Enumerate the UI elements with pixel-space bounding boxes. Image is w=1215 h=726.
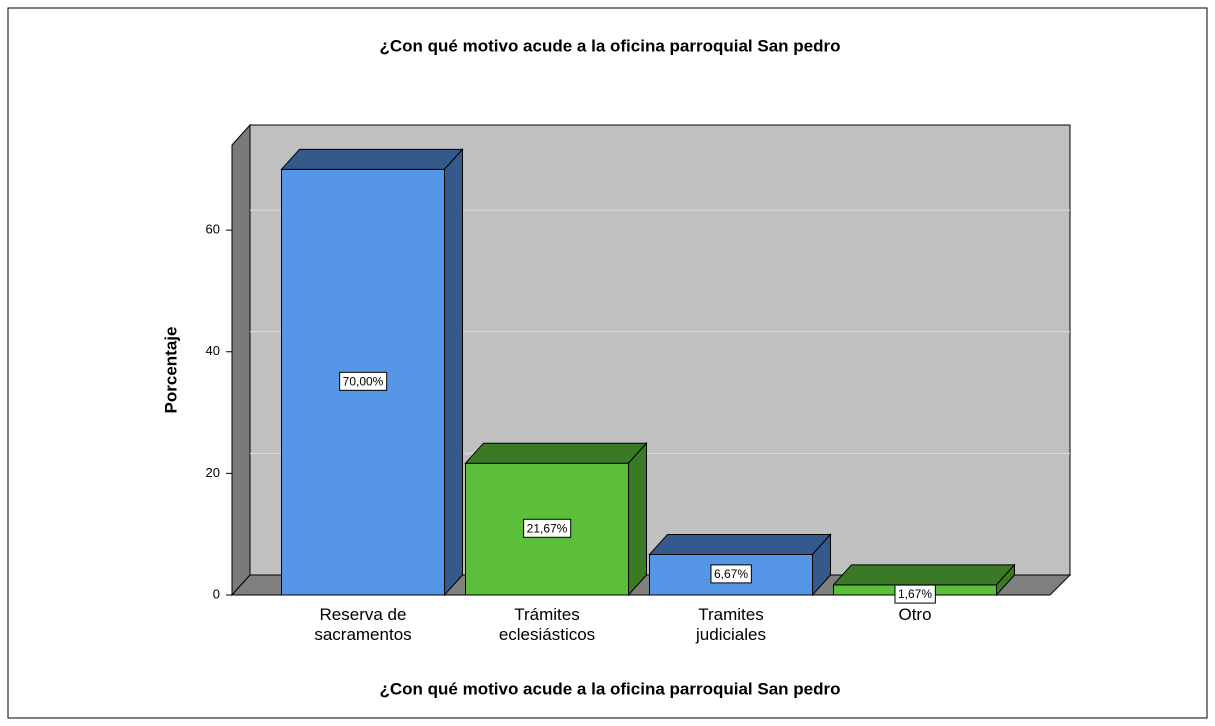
x-tick-label: Otro — [898, 605, 931, 624]
y-tick-label: 0 — [213, 586, 220, 601]
label-box — [523, 518, 572, 538]
bar-side — [444, 148, 463, 597]
x-tick-label-line: Trámites — [514, 605, 580, 624]
y-axis-title: Porcentaje — [161, 327, 180, 414]
value-label: 21,67% — [527, 521, 568, 535]
value-label: 70,00% — [343, 374, 384, 388]
x-tick-label-line: Tramites — [698, 605, 764, 624]
label-box — [339, 371, 388, 391]
bar-side — [628, 441, 647, 597]
x-tick-label: Reserva de sacramentos — [314, 605, 411, 644]
value-label: 6,67% — [714, 567, 748, 581]
bar-top — [464, 442, 648, 464]
bar-top — [280, 148, 464, 170]
bar-top — [832, 564, 1016, 586]
x-tick-label-line: Reserva de — [320, 605, 407, 624]
x-tick-label-line: Otro — [898, 605, 931, 624]
label-box — [894, 584, 936, 604]
y-tick-label: 20 — [206, 465, 220, 480]
chart-title: ¿Con qué motivo acude a la oficina parro… — [380, 36, 841, 55]
x-tick-label: Tramites judiciales — [695, 605, 766, 644]
y-tick-label: 60 — [206, 222, 220, 237]
label-box — [710, 564, 752, 584]
bars — [280, 148, 1016, 597]
left-wall — [231, 123, 251, 597]
x-tick-label-line: judiciales — [695, 625, 766, 644]
value-label: 1,67% — [898, 587, 932, 601]
bar-top — [648, 533, 832, 555]
bar-side — [812, 533, 831, 597]
x-tick-label-line: sacramentos — [314, 625, 411, 644]
bar-side — [996, 563, 1015, 597]
y-tick-label: 40 — [206, 343, 220, 358]
x-tick-label: Trámites eclesiásticos — [499, 605, 595, 644]
x-axis-title: ¿Con qué motivo acude a la oficina parro… — [380, 679, 841, 698]
x-tick-label-line: eclesiásticos — [499, 625, 595, 644]
